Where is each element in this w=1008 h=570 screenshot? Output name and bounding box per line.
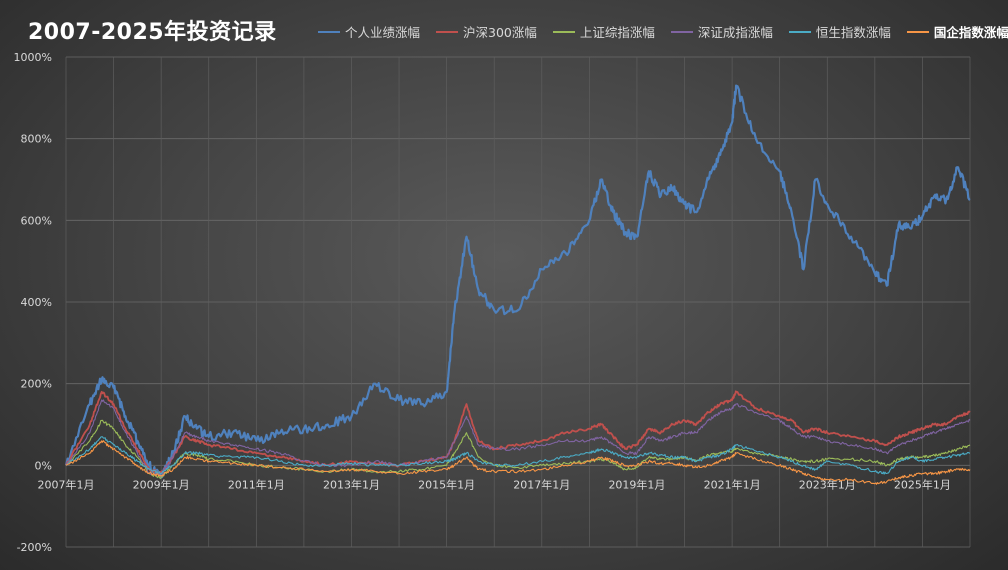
- legend-label: 沪深300涨幅: [463, 25, 537, 40]
- x-tick-label: 2007年1月: [38, 477, 95, 491]
- series-line-4: [65, 399, 971, 476]
- legend-swatch: [670, 30, 693, 33]
- x-tick-label: 2015年1月: [418, 477, 475, 491]
- y-tick-label: 600%: [21, 214, 52, 227]
- x-tick-label: 2013年1月: [323, 477, 380, 491]
- chart-title: 2007-2025年投资记录: [28, 20, 277, 45]
- legend-item-1[interactable]: 个人业绩涨幅: [318, 22, 420, 41]
- legend-swatch: [552, 30, 575, 33]
- series-line-6: [65, 440, 971, 485]
- legend-label: 个人业绩涨幅: [345, 25, 421, 40]
- y-tick-label: 0%: [35, 459, 52, 472]
- legend-swatch: [318, 30, 340, 33]
- series-line-2: [65, 390, 971, 475]
- legend-label: 国企指数涨幅: [933, 25, 1008, 40]
- legend-item-4[interactable]: 深证成指涨幅: [670, 22, 773, 41]
- x-tick-label: 2019年1月: [608, 477, 665, 491]
- legend-label: 深证成指涨幅: [697, 25, 773, 40]
- legend-item-6[interactable]: 国企指数涨幅: [906, 22, 1008, 41]
- legend-item-3[interactable]: 上证综指涨幅: [552, 22, 655, 41]
- y-tick-label: -200%: [17, 541, 52, 554]
- legend-swatch: [788, 30, 811, 33]
- y-tick-label: 400%: [21, 296, 52, 309]
- legend-item-5[interactable]: 恒生指数涨幅: [788, 22, 891, 41]
- legend: 个人业绩涨幅 沪深300涨幅 上证综指涨幅 深证成指涨幅 恒生指数涨幅 国企指数涨幅: [318, 22, 1008, 41]
- series-line-1: [64, 84, 971, 479]
- y-tick-label: 800%: [21, 133, 52, 146]
- x-tick-label: 2009年1月: [133, 477, 190, 491]
- legend-swatch: [906, 30, 929, 33]
- legend-swatch: [436, 30, 459, 33]
- x-tick-label: 2025年1月: [894, 477, 951, 491]
- x-tick-label: 2011年1月: [228, 477, 285, 491]
- x-tick-label: 2021年1月: [704, 477, 761, 491]
- legend-label: 上证综指涨幅: [579, 25, 655, 40]
- series-line-5: [65, 436, 970, 475]
- legend-item-2[interactable]: 沪深300涨幅: [436, 22, 537, 41]
- x-tick-label: 2017年1月: [513, 477, 570, 491]
- y-tick-label: 1000%: [14, 51, 52, 64]
- y-tick-label: 200%: [21, 378, 52, 391]
- legend-label: 恒生指数涨幅: [815, 25, 891, 40]
